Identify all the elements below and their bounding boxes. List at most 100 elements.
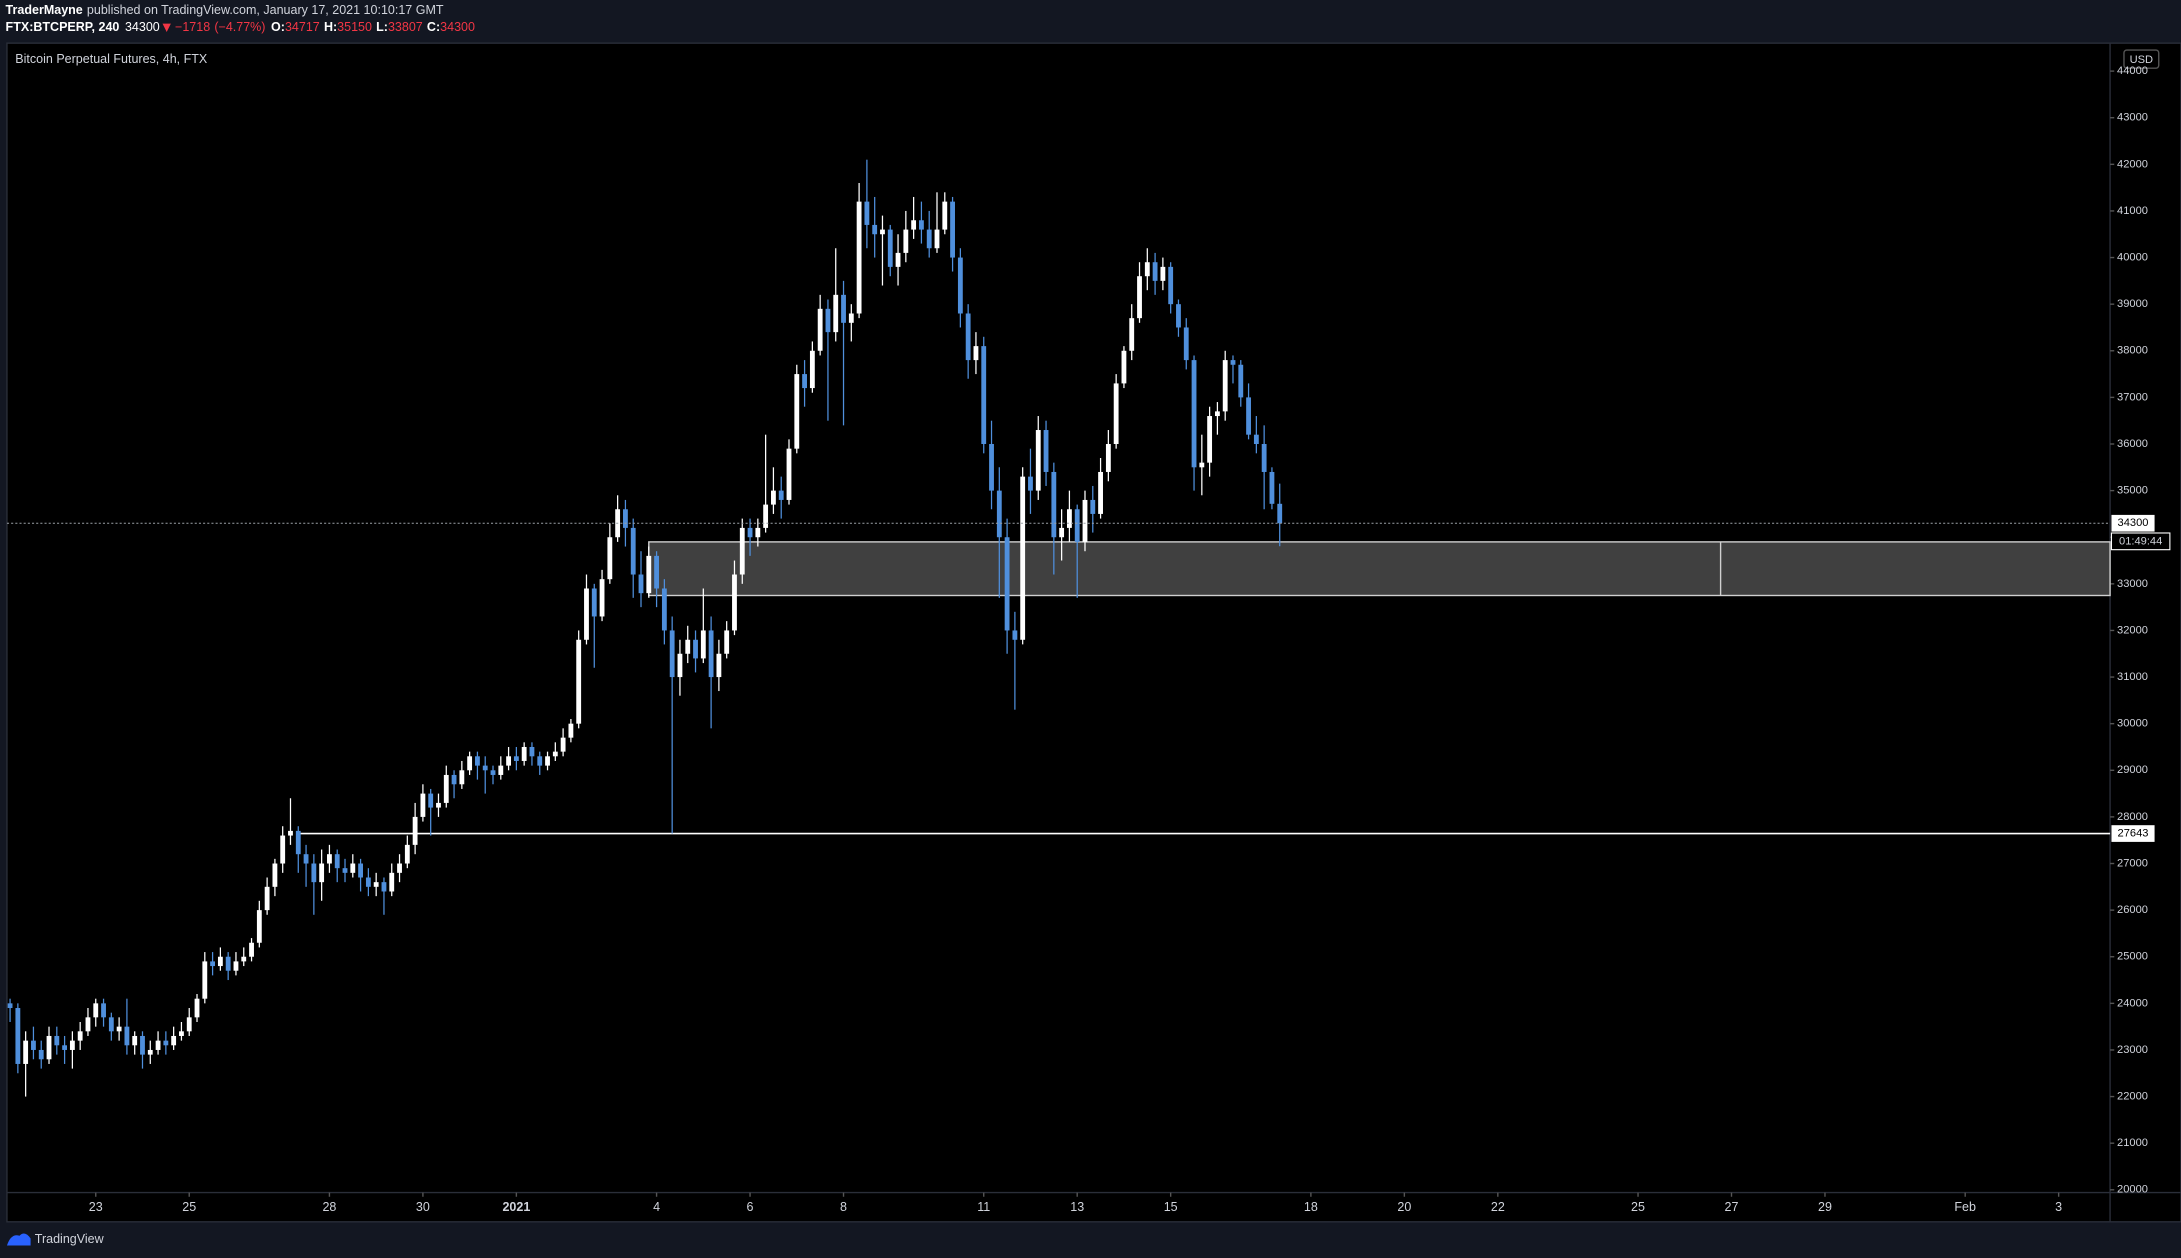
candle-body — [1160, 266, 1166, 281]
legend-item: C: — [427, 20, 440, 34]
x-tick-label: 25 — [1631, 1200, 1645, 1214]
y-tick-label: 29000 — [2117, 764, 2148, 776]
candle-body — [436, 802, 441, 808]
y-tick-label: 23000 — [2117, 1044, 2148, 1056]
candle-body — [311, 863, 317, 883]
candle-body — [389, 872, 395, 892]
candle-body — [1176, 304, 1181, 328]
candle-body — [482, 765, 488, 771]
candle-body — [93, 1003, 99, 1018]
candle-body — [537, 756, 543, 766]
legend-item: O: — [271, 20, 285, 34]
candle-body — [638, 574, 644, 594]
candle-body — [669, 630, 675, 678]
candle-body — [911, 220, 917, 230]
candle-body — [1230, 360, 1236, 365]
change-arrow — [162, 23, 171, 33]
candle-body — [1246, 397, 1251, 435]
candle-body — [241, 956, 247, 962]
candle-body — [140, 1035, 145, 1055]
candle-body — [147, 1049, 153, 1055]
candle-body — [1066, 509, 1072, 528]
legend-item: 35150 — [337, 20, 372, 34]
brand: TradingView — [35, 1232, 105, 1246]
candle-body — [693, 639, 698, 659]
last-price-box — [2111, 514, 2155, 532]
x-tick-label: 23 — [89, 1200, 103, 1214]
x-tick-label: 22 — [1491, 1200, 1505, 1214]
countdown: 01:49:44 — [2119, 535, 2162, 547]
legend-item: (−4.77%) — [214, 20, 265, 34]
y-tick-label: 37000 — [2117, 391, 2148, 403]
candle-body — [654, 555, 659, 589]
candle-body — [38, 1049, 44, 1060]
x-tick-label: Feb — [1954, 1200, 1976, 1214]
candle-body — [1012, 630, 1018, 640]
candle-body — [459, 770, 465, 785]
candle-body — [529, 746, 535, 757]
x-tick-label: 28 — [322, 1200, 336, 1214]
candle-body — [350, 863, 356, 873]
candle-body — [124, 1026, 130, 1046]
candle-body — [1137, 276, 1142, 319]
y-tick-label: 33000 — [2117, 578, 2148, 590]
chart-title: Bitcoin Perpetual Futures, 4h, FTX — [15, 52, 208, 66]
candle-body — [54, 1035, 60, 1046]
y-tick-label: 38000 — [2117, 345, 2148, 357]
candle-body — [661, 588, 667, 631]
y-tick-label: 40000 — [2117, 251, 2148, 263]
candle-body — [1183, 327, 1189, 361]
y-tick-label: 41000 — [2117, 205, 2148, 217]
candle-body — [599, 579, 605, 617]
candle-body — [233, 961, 239, 971]
candle-body — [498, 765, 504, 775]
candle-body — [1020, 476, 1026, 640]
candle-body — [716, 653, 722, 678]
candle-body — [1121, 350, 1127, 384]
x-tick-label: 2021 — [502, 1200, 530, 1214]
candle-body — [841, 294, 846, 323]
candle-body — [194, 998, 200, 1018]
candle-body — [1105, 444, 1111, 472]
candle-body — [397, 863, 402, 873]
candle-body — [217, 956, 223, 967]
legend-item: L: — [376, 20, 388, 34]
candle-body — [1074, 509, 1080, 542]
candle-body — [996, 490, 1002, 538]
candle-body — [1261, 444, 1267, 472]
candle-body — [778, 490, 784, 500]
symbol-legend: FTX:BTCPERP, 240 34300 −1718 (−4.77%) O: 3471… — [6, 20, 475, 34]
candle-body — [225, 956, 231, 971]
candle-body — [591, 588, 597, 617]
candle-body — [926, 229, 932, 249]
y-tick-label: 31000 — [2117, 671, 2148, 683]
legend-item: 34300 — [125, 20, 160, 34]
x-tick-label: 27 — [1725, 1200, 1739, 1214]
candle-body — [256, 910, 262, 943]
candle-body — [1051, 471, 1057, 538]
legend-item: 34717 — [285, 20, 320, 34]
candle-body — [1035, 430, 1041, 491]
candle-body — [155, 1040, 161, 1050]
candle-body — [950, 201, 955, 258]
y-tick-label: 32000 — [2117, 624, 2148, 636]
candle-body — [319, 863, 325, 883]
candle-body — [817, 308, 823, 351]
candle-body — [249, 942, 254, 957]
candle-body — [521, 746, 527, 761]
candle-body — [973, 346, 979, 361]
candle-body — [895, 252, 901, 267]
published: published on TradingView.com, January 17… — [87, 3, 444, 17]
candle-body — [272, 863, 278, 887]
candle-body — [1238, 364, 1244, 398]
candle-body — [23, 1040, 29, 1064]
x-tick-label: 30 — [416, 1200, 430, 1214]
x-tick-label: 15 — [1164, 1200, 1178, 1214]
candle-body — [1191, 360, 1197, 468]
candle-body — [568, 723, 574, 738]
candle-body — [365, 877, 371, 887]
x-tick-label: 18 — [1304, 1200, 1318, 1214]
candle-body — [677, 653, 683, 678]
x-tick-label: 8 — [840, 1200, 847, 1214]
candle-body — [202, 961, 208, 999]
